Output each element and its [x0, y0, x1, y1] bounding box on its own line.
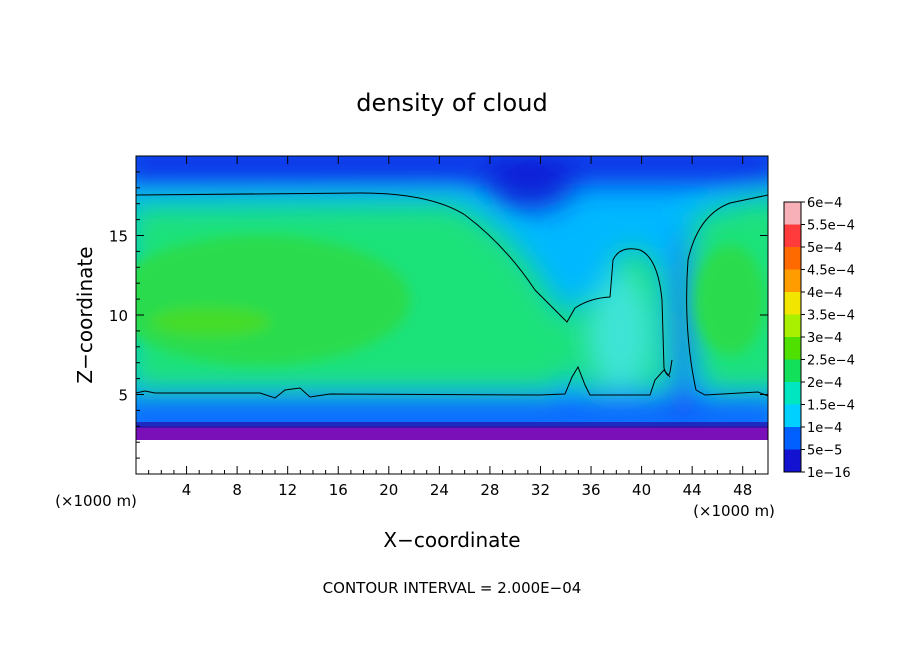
colorbar-label: 3e−4 [807, 331, 842, 346]
colorbar-label: 2e−4 [807, 376, 842, 391]
colorbar-swatch [784, 427, 801, 450]
x-tick-label: 44 [683, 481, 702, 499]
x-tick-label: 24 [430, 481, 449, 499]
colorbar-label: 1e−4 [807, 421, 842, 436]
colorbar-swatch [784, 269, 801, 293]
y-tick-label: 15 [109, 228, 128, 246]
colorbar-label: 5e−4 [807, 241, 842, 256]
no-data-region [136, 440, 768, 474]
colorbar-label: 1.5e−4 [807, 399, 855, 414]
colorbar-swatch [784, 382, 801, 405]
colorbar-swatch [784, 404, 801, 428]
x-tick-label: 8 [232, 481, 242, 499]
colorbar-label: 1e−16 [807, 466, 851, 481]
colorbar-label: 3.5e−4 [807, 309, 855, 324]
plot-area [136, 156, 768, 474]
ground-layer [136, 426, 768, 440]
y-axis: 5 10 15 [109, 171, 768, 459]
y-axis-label: Z−coordinate [73, 246, 97, 383]
colorbar-swatch [784, 314, 801, 338]
x-axis: 4 8 12 16 20 24 28 32 36 40 44 48 [148, 156, 756, 499]
colorbar-label: 2.5e−4 [807, 354, 855, 369]
colorbar-swatch [784, 224, 801, 248]
colorbar-swatch [784, 292, 801, 315]
x-tick-label: 32 [531, 481, 550, 499]
y-tick-label: 5 [118, 387, 128, 405]
colorbar-swatch [784, 202, 801, 225]
cloud-core [136, 235, 765, 365]
colorbar-label: 6e−4 [807, 196, 842, 211]
x-tick-label: 40 [632, 481, 651, 499]
x-tick-label: 4 [182, 481, 192, 499]
colorbar-swatch [784, 247, 801, 270]
colorbar-swatch [784, 337, 801, 360]
contour-interval-label: CONTOUR INTERVAL = 2.000E−04 [323, 579, 582, 597]
colorbar-swatch [784, 449, 801, 473]
x-axis-label: X−coordinate [383, 528, 520, 552]
x-tick-label: 16 [329, 481, 348, 499]
x-tick-label: 20 [379, 481, 398, 499]
colorbar-label: 4.5e−4 [807, 264, 855, 279]
x-tick-label: 12 [278, 481, 297, 499]
colorbar-label: 4e−4 [807, 286, 842, 301]
x-tick-label: 28 [480, 481, 499, 499]
contour-line-upper [136, 192, 673, 376]
colorbar: 6e−4 5.5e−4 5e−4 4.5e−4 4e−4 3.5e−4 3e−4 2.5e−4… [783, 196, 855, 481]
x-tick-label: 36 [581, 481, 600, 499]
x-unit-left: (×1000 m) [55, 492, 137, 510]
x-tick-label: 48 [733, 481, 752, 499]
x-unit-right: (×1000 m) [693, 502, 775, 520]
ground-layer-edge [136, 422, 768, 428]
colorbar-label: 5.5e−4 [807, 219, 855, 234]
contour-line-right [686, 194, 768, 391]
colorbar-swatch [784, 359, 801, 383]
colorbar-label: 5e−5 [807, 444, 842, 459]
y-tick-label: 10 [109, 307, 128, 325]
chart-title: density of cloud [356, 89, 547, 117]
